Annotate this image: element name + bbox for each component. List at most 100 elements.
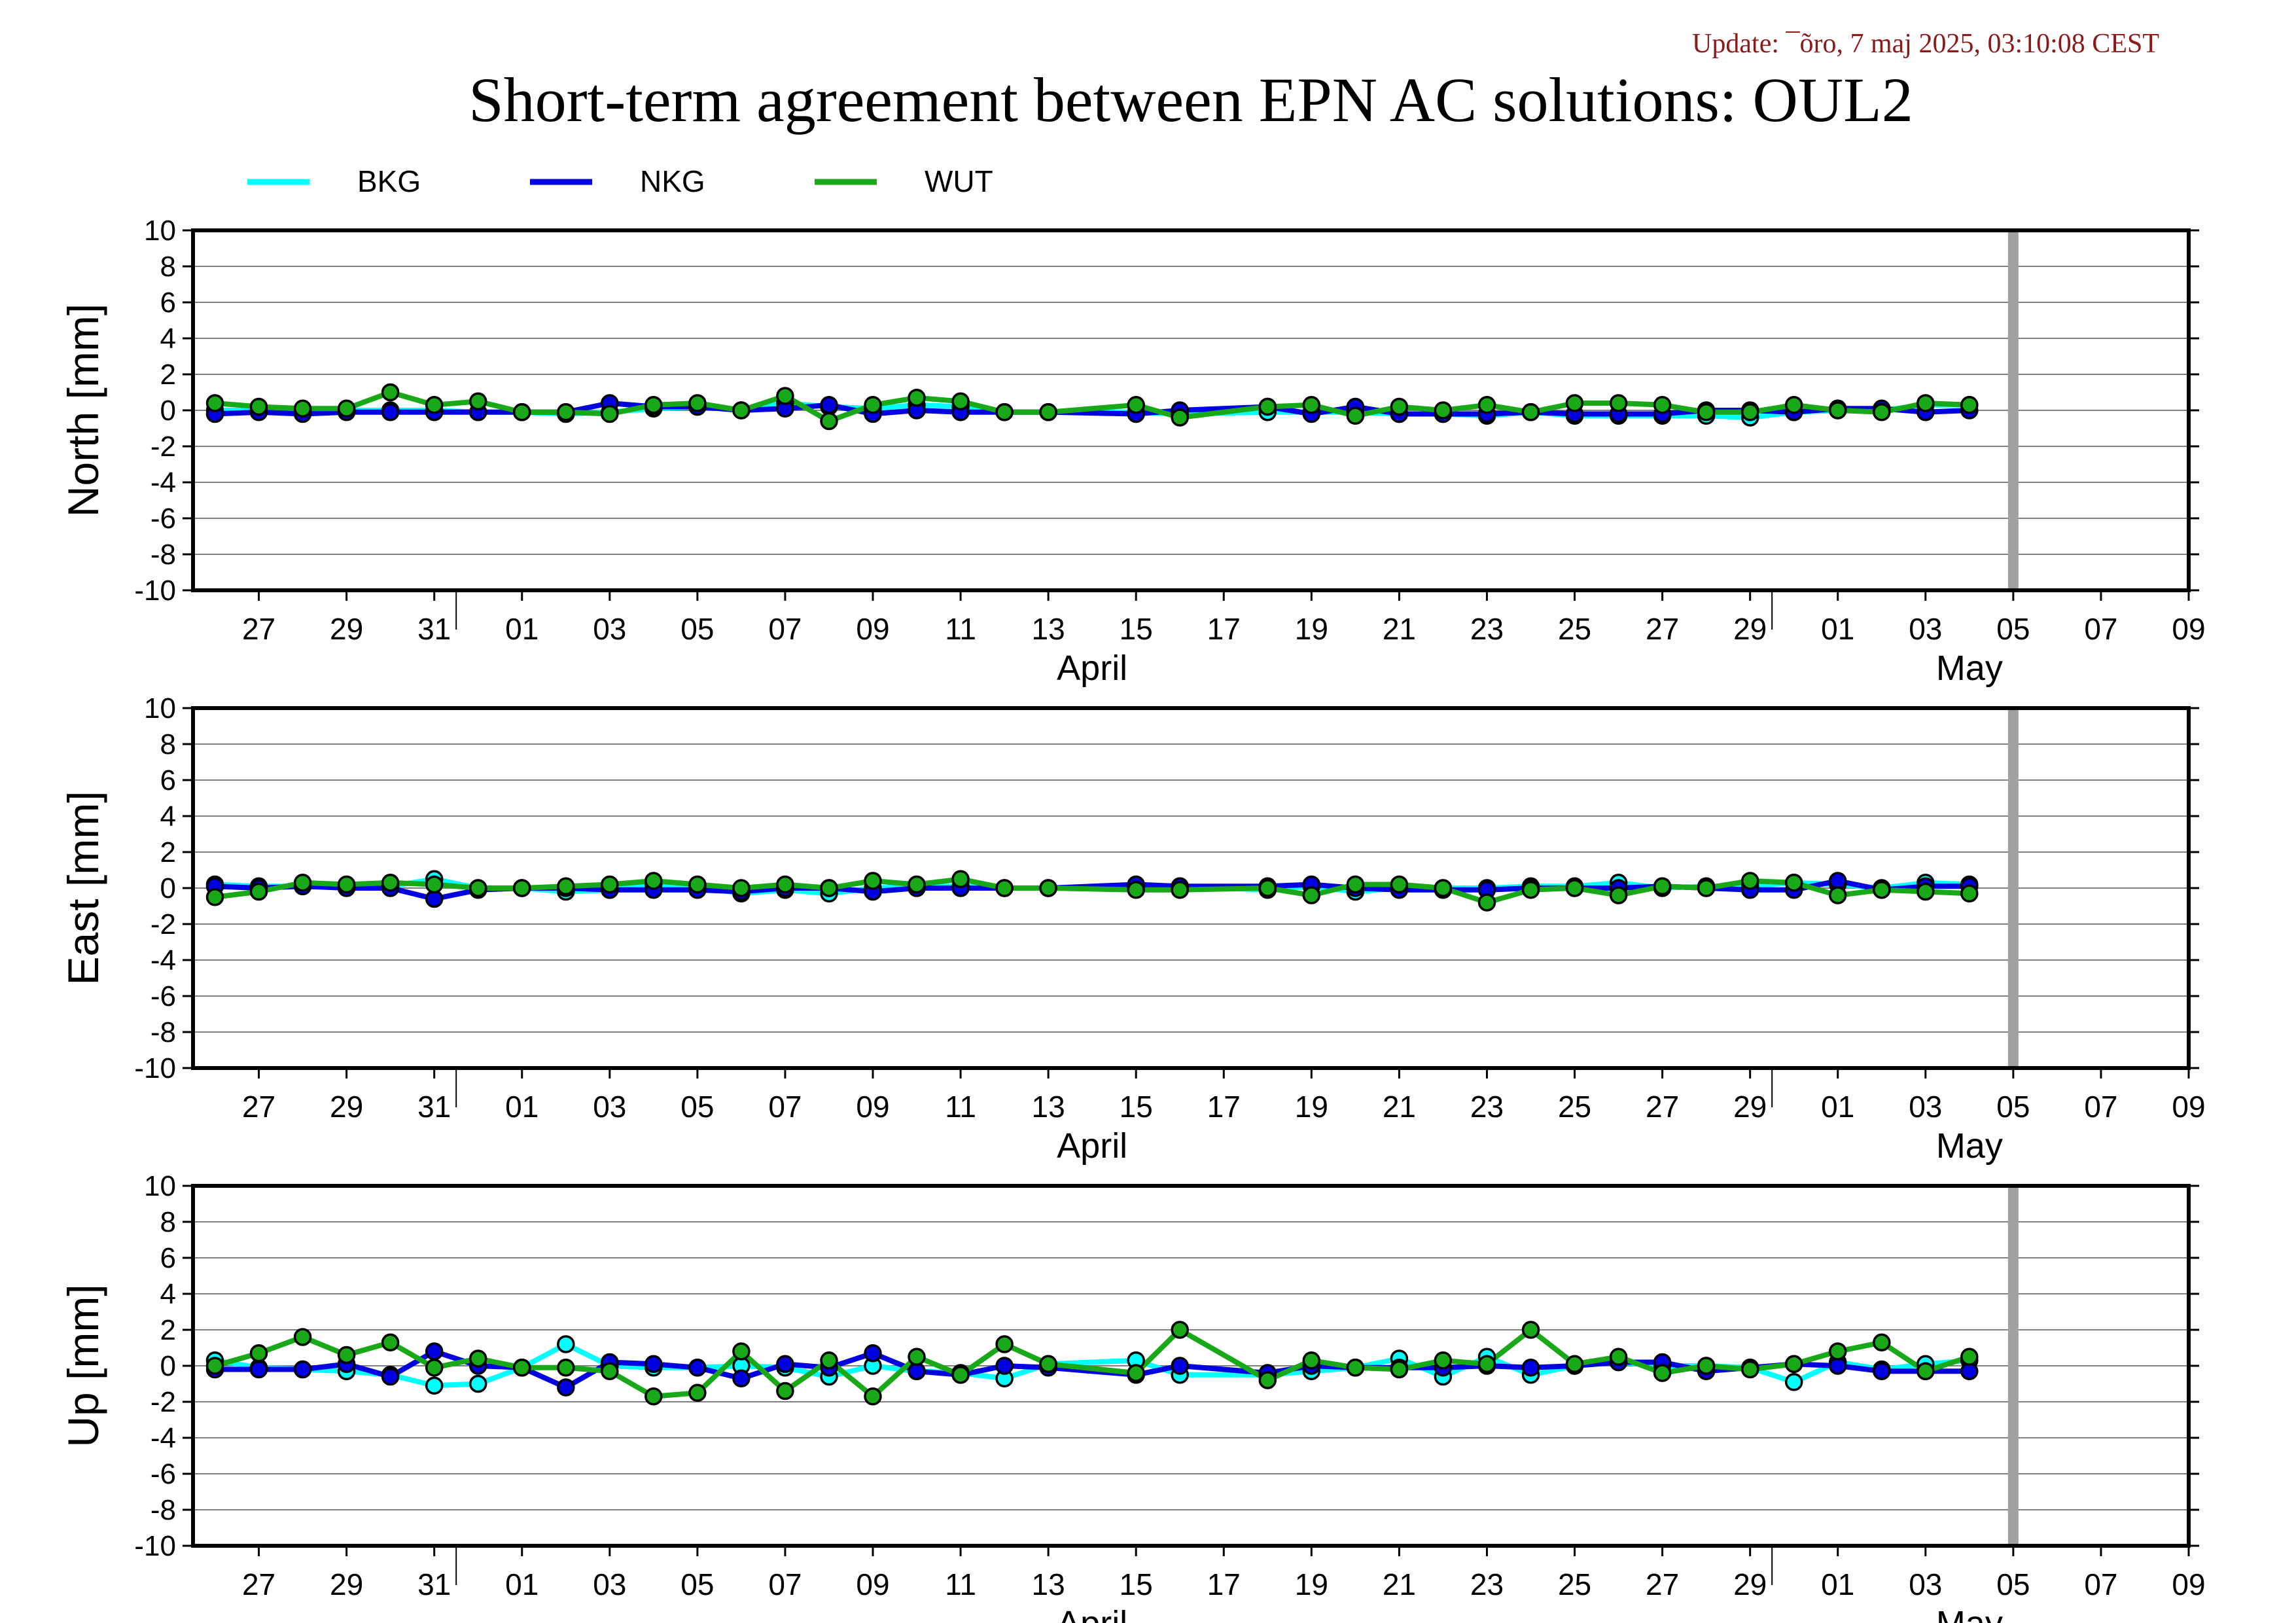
chart-title: Short-term agreement between EPN AC solu… <box>468 65 1913 135</box>
data-point-wut <box>1346 1359 1365 1377</box>
plot-frame <box>191 1184 2191 1548</box>
y-tick-label: -6 <box>150 1458 176 1490</box>
legend: BKG NKG WUT <box>247 164 993 198</box>
data-point-wut <box>732 1342 751 1361</box>
data-point-wut <box>1390 875 1409 894</box>
data-point-wut <box>908 389 926 407</box>
data-point-nkg <box>293 1360 312 1379</box>
data-point-wut <box>995 879 1014 897</box>
data-point-wut <box>1740 1360 1759 1379</box>
data-point-wut <box>601 1362 619 1381</box>
data-point-wut <box>557 877 575 896</box>
data-point-wut <box>1828 1342 1847 1361</box>
data-point-nkg <box>557 1378 575 1397</box>
data-point-wut <box>293 399 312 418</box>
y-tick-label: 8 <box>160 251 176 283</box>
data-point-wut <box>512 1359 531 1377</box>
y-tick-label: -8 <box>150 1494 176 1526</box>
data-point-nkg <box>688 1359 707 1377</box>
x-tick-label: 15 <box>1120 612 1153 646</box>
x-tick-label: 23 <box>1470 612 1504 646</box>
data-point-wut <box>776 387 794 405</box>
y-tick-label: -6 <box>150 980 176 1012</box>
data-point-wut <box>732 879 751 897</box>
data-point-bkg <box>557 1335 575 1353</box>
plot-frame <box>191 706 2191 1070</box>
data-point-wut <box>1346 406 1365 425</box>
data-point-wut <box>337 1346 356 1364</box>
data-point-wut <box>381 874 400 892</box>
x-tick-label: 03 <box>1909 1090 1942 1124</box>
y-tick-label: 2 <box>160 1314 176 1346</box>
x-tick-label: 01 <box>505 612 539 646</box>
data-point-wut <box>601 875 619 894</box>
data-point-nkg <box>820 396 838 414</box>
panel-east: 10 8 6 4 2 0 -2 -4 -6 -8 -10 27 29 31 01 03 05 07 09 11 13 15… <box>59 692 2206 1166</box>
y-tick-label: 6 <box>160 764 176 796</box>
y-axis-label: East [mm] <box>59 791 107 985</box>
data-point-wut <box>1960 1347 1979 1366</box>
x-tick-label: 27 <box>1646 1090 1679 1124</box>
x-tick-label: 09 <box>856 612 889 646</box>
x-tick-label: 07 <box>2084 612 2117 646</box>
x-tick-label: 29 <box>330 1567 363 1601</box>
data-point-wut <box>205 888 224 906</box>
x-tick-label: 29 <box>330 1090 363 1124</box>
data-point-wut <box>425 1359 444 1377</box>
x-tick-label: 21 <box>1383 1090 1416 1124</box>
x-tick-label: 13 <box>1032 1567 1065 1601</box>
data-point-nkg <box>425 1342 444 1361</box>
data-point-wut <box>864 1387 882 1406</box>
y-tick-label: -2 <box>150 908 176 940</box>
x-tick-label: 03 <box>593 1567 626 1601</box>
y-tick-label: 0 <box>160 395 176 427</box>
data-point-wut <box>820 412 838 431</box>
data-point-wut <box>1873 1333 1891 1352</box>
data-point-wut <box>1653 877 1672 896</box>
panels: 10 8 6 4 2 0 -2 -4 -6 -8 -10 27 29 31 01 03 05 07 09 11 13 15… <box>59 215 2206 1623</box>
data-point-wut <box>1740 872 1759 890</box>
data-point-wut <box>864 396 882 414</box>
data-point-wut <box>1521 403 1540 421</box>
x-tick-label: 19 <box>1295 1567 1328 1601</box>
data-point-wut <box>732 401 751 419</box>
data-point-wut <box>1127 881 1145 899</box>
x-tick-label: 25 <box>1558 1567 1591 1601</box>
data-point-nkg <box>1873 1362 1891 1381</box>
data-point-nkg <box>995 1357 1014 1375</box>
x-tick-label: 07 <box>768 612 802 646</box>
y-tick-label: 0 <box>160 872 176 904</box>
plot-frame <box>191 228 2191 592</box>
data-point-wut <box>688 1383 707 1402</box>
data-point-wut <box>776 1382 794 1400</box>
y-tick-label: -6 <box>150 503 176 535</box>
data-point-bkg <box>1784 1373 1803 1391</box>
data-point-wut <box>645 872 663 890</box>
x-tick-label: 29 <box>1733 612 1767 646</box>
data-point-wut <box>1039 879 1057 897</box>
data-point-wut <box>864 872 882 890</box>
data-point-wut <box>381 1333 400 1352</box>
data-point-wut <box>1916 1362 1935 1381</box>
x-tick-label: 17 <box>1207 612 1241 646</box>
data-point-wut <box>820 879 838 897</box>
data-point-wut <box>1302 1351 1321 1370</box>
panel-north: 10 8 6 4 2 0 -2 -4 -6 -8 -10 27 29 31 01 03 05 07 09 11 13 15… <box>59 215 2206 688</box>
data-point-wut <box>1171 1321 1189 1339</box>
update-timestamp: Update: ¯õro, 7 maj 2025, 03:10:08 CEST <box>1692 29 2159 59</box>
y-tick-label: 6 <box>160 287 176 319</box>
data-point-wut <box>1784 874 1803 892</box>
x-tick-label: 21 <box>1383 612 1416 646</box>
data-point-wut <box>1477 396 1496 414</box>
data-point-wut <box>1258 1371 1277 1389</box>
x-tick-label: 05 <box>680 612 714 646</box>
data-point-wut <box>1434 401 1453 419</box>
data-point-wut <box>688 394 707 412</box>
y-tick-label: 4 <box>160 1278 176 1310</box>
y-axis-label: Up [mm] <box>59 1284 107 1447</box>
data-point-nkg <box>645 1355 663 1374</box>
x-tick-label: 01 <box>1821 1090 1854 1124</box>
data-point-wut <box>1390 1360 1409 1379</box>
data-point-wut <box>776 875 794 894</box>
